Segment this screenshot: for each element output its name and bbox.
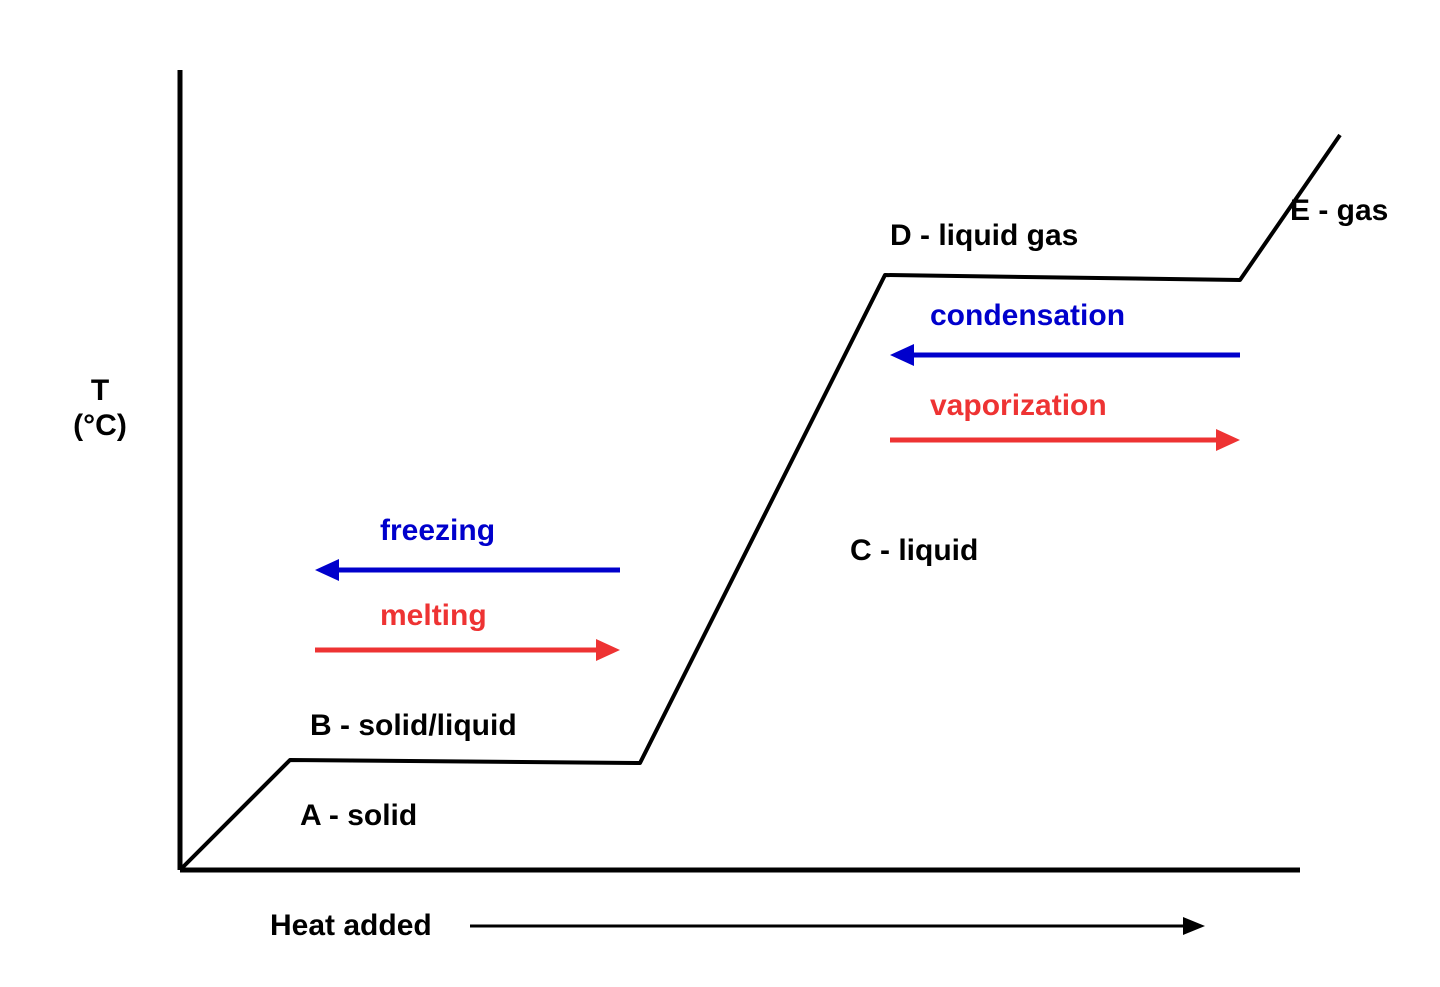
segment-label-D: D - liquid gas <box>890 219 1078 252</box>
plot-svg: T(°C) Heat added A - solid B - solid/liquid… <box>0 0 1440 987</box>
y-axis-label-T: T <box>91 374 109 407</box>
condensation-label: condensation <box>930 299 1125 332</box>
segment-label-B: B - solid/liquid <box>310 709 517 742</box>
segment-label-A: A - solid <box>300 799 417 832</box>
freezing-label: freezing <box>380 514 495 547</box>
segment-label-C: C - liquid <box>850 534 978 567</box>
segment-label-E: E - gas <box>1290 194 1388 227</box>
melting-label: melting <box>380 599 487 632</box>
x-axis-label: Heat added <box>270 909 432 942</box>
heating-curve-diagram: T(°C) Heat added A - solid B - solid/liquid… <box>0 0 1440 987</box>
y-axis-label-degC: (°C) <box>73 409 127 442</box>
vaporization-label: vaporization <box>930 389 1107 422</box>
